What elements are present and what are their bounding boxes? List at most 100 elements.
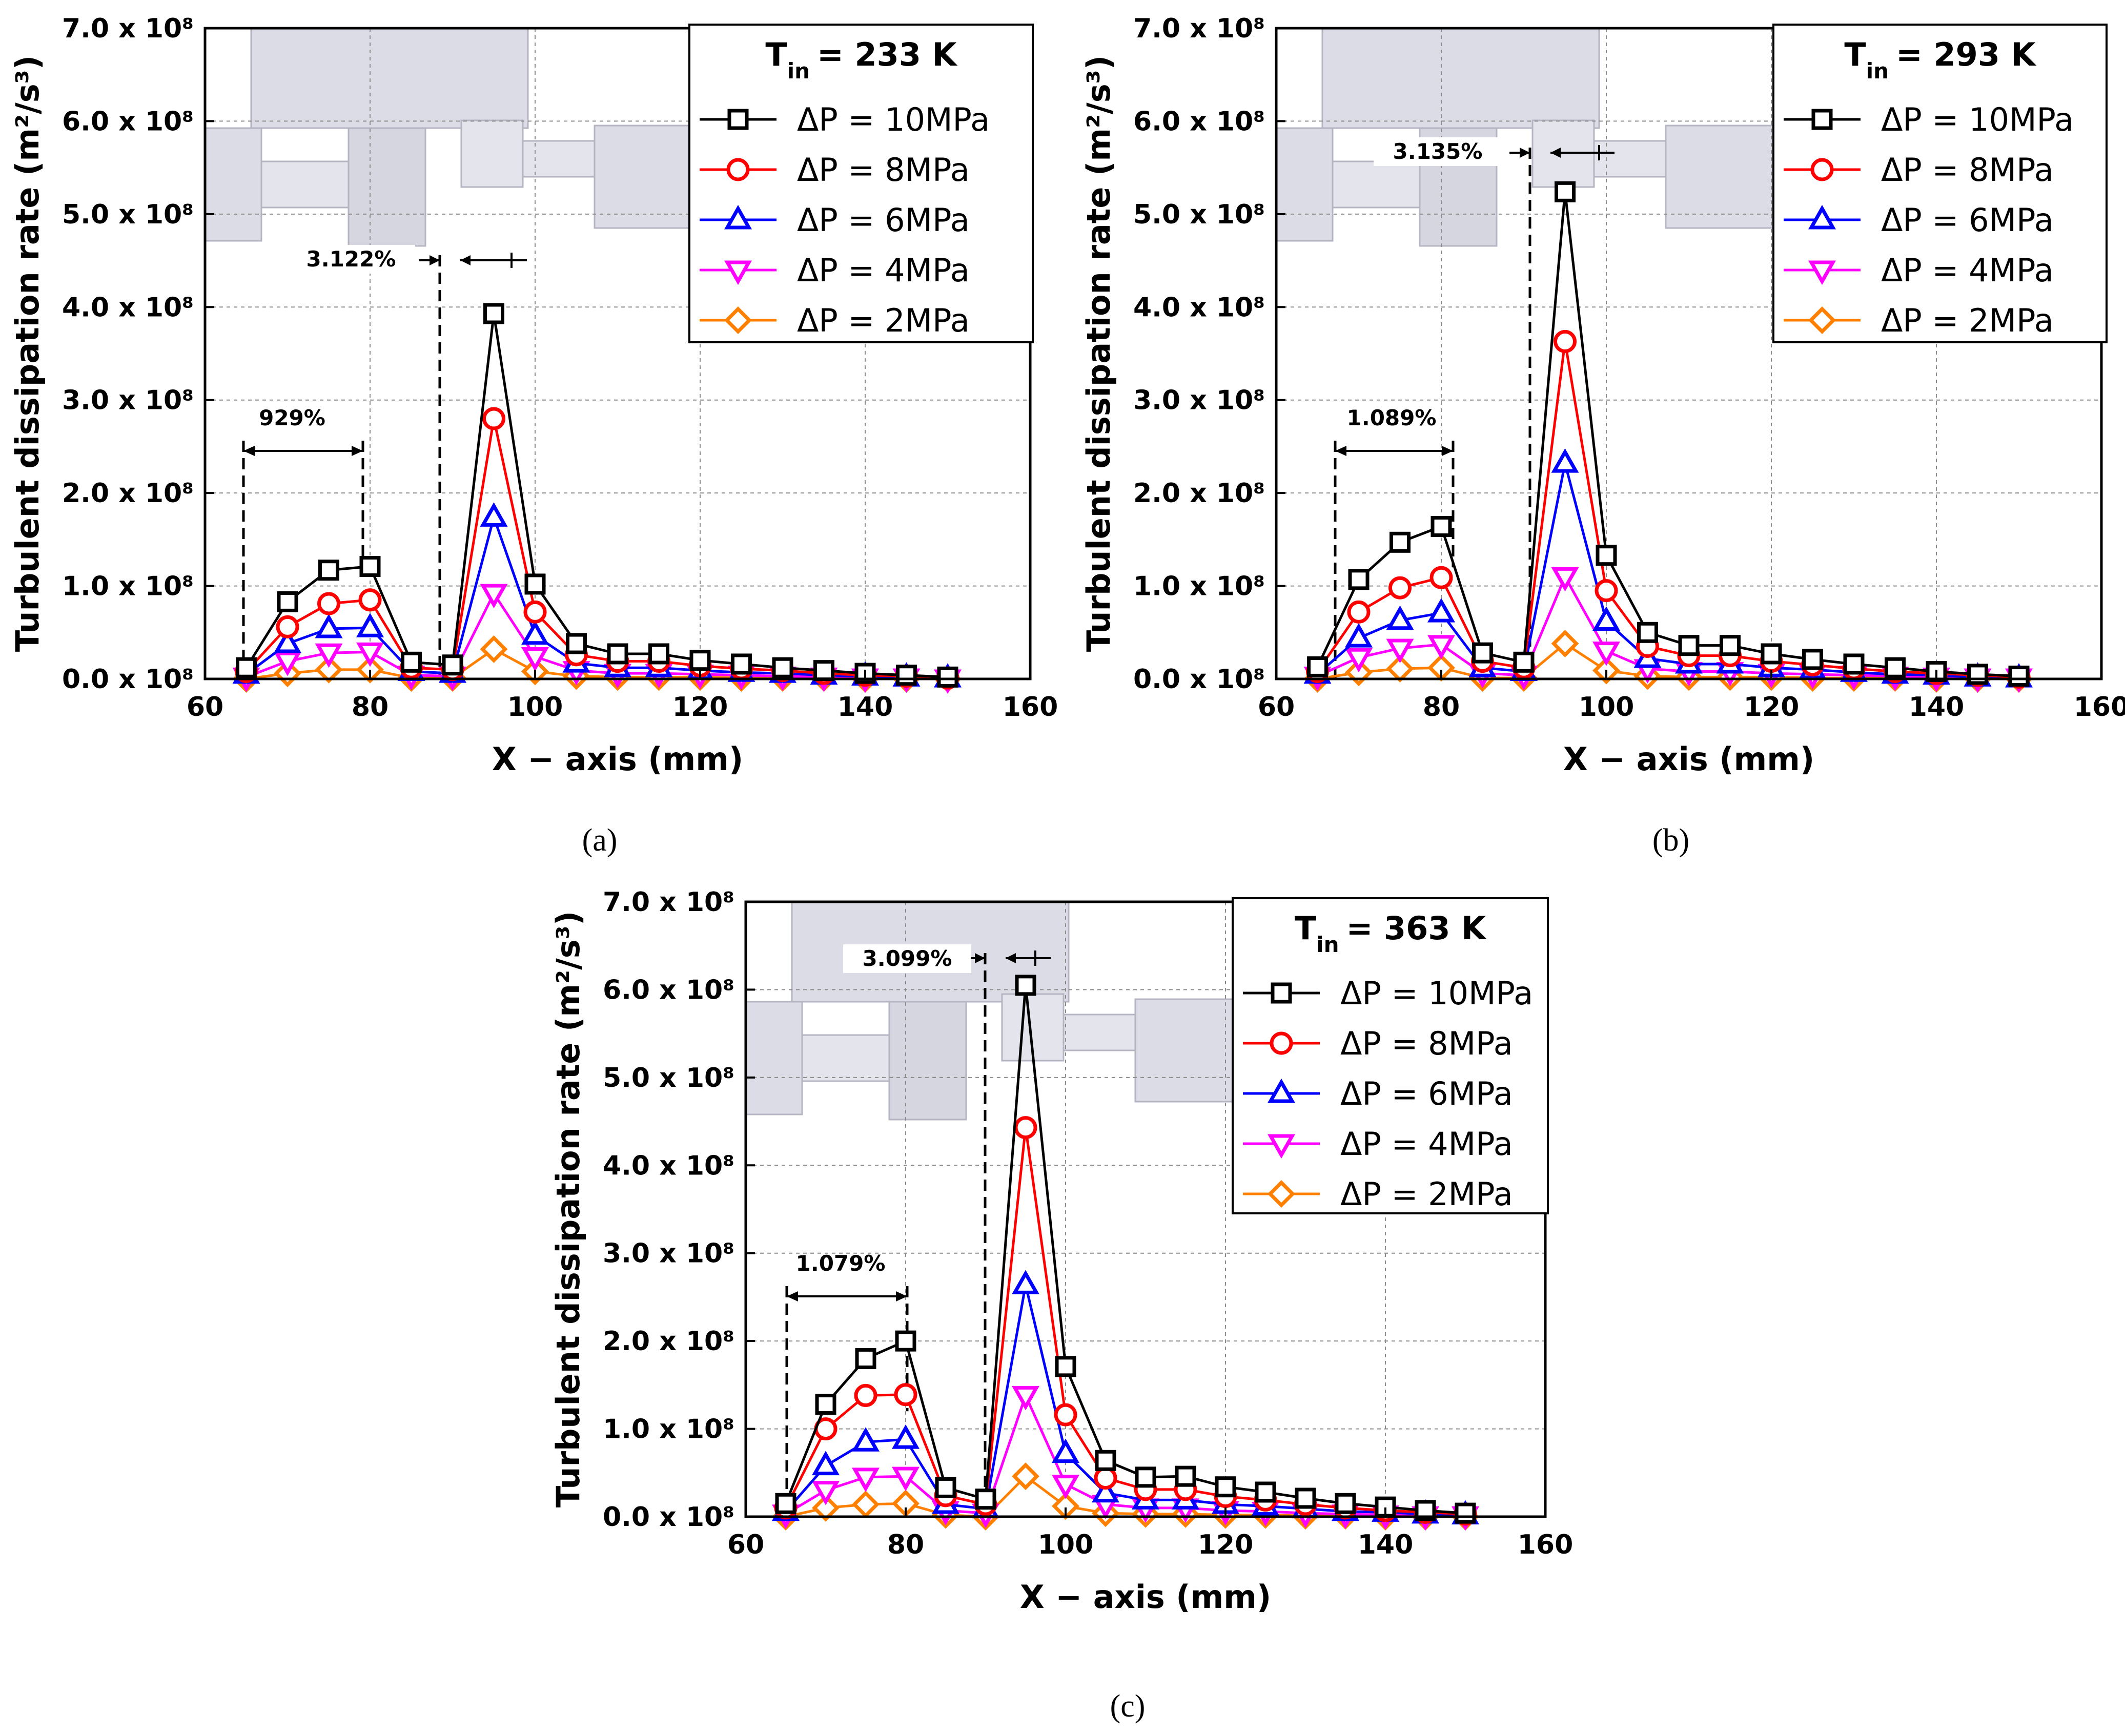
data-point: [607, 643, 628, 665]
annotation-label: 3.099%: [863, 946, 952, 971]
data-point: [1843, 653, 1865, 675]
annotation-label: 929%: [259, 405, 325, 430]
data-point: [1344, 648, 1373, 673]
data-point: [689, 650, 711, 671]
data-point: [315, 643, 343, 668]
data-point: [236, 657, 257, 678]
y-tick-label: 1.0 x 10⁸: [1133, 571, 1265, 602]
x-tick-label: 80: [1423, 692, 1460, 722]
data-point: [1348, 569, 1370, 590]
data-point: [1427, 598, 1456, 623]
geometry-image: [205, 28, 790, 247]
panel-caption: (a): [582, 823, 618, 858]
legend-label: ΔP = 2MPa: [1881, 302, 2054, 339]
panel-caption: (c): [1110, 1689, 1146, 1724]
data-point: [1091, 1478, 1120, 1503]
data-point: [358, 588, 382, 612]
data-point: [277, 591, 298, 612]
y-tick-label: 7.0 x 10⁸: [603, 887, 734, 918]
arrowhead: [1550, 148, 1561, 158]
cad-nozzle: [348, 127, 426, 247]
annotations: 1.079% 3.099%: [785, 944, 1051, 1517]
legend: Tin = 293 K ΔP = 10MPa ΔP = 8MPa ΔP = 6MPa ΔP…: [1772, 24, 2108, 343]
annotation-label: 1.079%: [796, 1251, 886, 1276]
legend-marker: [1808, 306, 1836, 334]
arrowhead: [896, 1291, 907, 1301]
y-axis-label: Turbulent dissipation rate (m²/s³): [549, 911, 587, 1507]
data-point: [1055, 1356, 1076, 1377]
legend-label: ΔP = 2MPa: [1340, 1175, 1513, 1213]
legend-marker: [1808, 260, 1836, 285]
series-line: [785, 1284, 1466, 1517]
legend-label: ΔP = 6MPa: [1340, 1075, 1513, 1112]
data-point: [1455, 1502, 1476, 1524]
data-point: [1051, 1475, 1080, 1499]
series-3: [771, 1270, 1480, 1525]
data-point: [1012, 1462, 1039, 1491]
data-point: [1051, 1438, 1080, 1463]
x-tick-label: 100: [1038, 1530, 1094, 1560]
arrowhead: [1335, 446, 1346, 456]
legend-title: Tin = 233 K: [765, 36, 957, 84]
data-point: [356, 642, 384, 667]
x-tick-label: 160: [1003, 692, 1058, 722]
data-point: [1054, 1403, 1077, 1427]
series-2: [1306, 329, 2031, 689]
data-point: [401, 651, 422, 673]
data-point: [891, 1466, 920, 1492]
data-point: [1551, 567, 1579, 592]
arrowhead: [460, 255, 471, 265]
y-tick-label: 3.0 x 10⁸: [603, 1238, 734, 1269]
x-tick-label: 120: [1744, 692, 1800, 722]
arrowhead: [787, 1291, 798, 1301]
data-point: [1094, 1466, 1117, 1490]
y-tick-label: 1.0 x 10⁸: [62, 571, 194, 602]
x-tick-label: 140: [1909, 692, 1965, 722]
data-point: [851, 1427, 880, 1452]
series-line: [245, 313, 948, 678]
data-point: [276, 615, 299, 638]
y-tick-label: 4.0 x 10⁸: [603, 1150, 734, 1181]
x-tick-label: 160: [2074, 692, 2125, 722]
data-point: [1344, 623, 1373, 648]
y-axis-label: Turbulent dissipation rate (m²/s³): [1080, 55, 1117, 652]
data-point: [1014, 1116, 1037, 1140]
y-tick-label: 0.0 x 10⁸: [1133, 664, 1265, 695]
legend-marker: [1267, 1078, 1296, 1103]
data-point: [2008, 666, 2030, 687]
data-point: [772, 657, 793, 678]
y-tick-label: 5.0 x 10⁸: [1133, 199, 1265, 230]
plot-frame: [203, 27, 1032, 680]
data-point: [1011, 1270, 1040, 1294]
data-point: [315, 613, 343, 638]
data-point: [1678, 635, 1700, 656]
data-point: [1015, 975, 1036, 996]
cad-outlet-stub: [460, 119, 524, 188]
data-point: [1347, 600, 1371, 624]
legend-label: ΔP = 10MPa: [1340, 975, 1533, 1012]
data-point: [524, 573, 546, 595]
legend-label: ΔP = 4MPa: [1881, 252, 2054, 289]
legend-label: ΔP = 8MPa: [1881, 151, 2054, 189]
y-tick-label: 5.0 x 10⁸: [62, 199, 194, 230]
legend-marker: [724, 306, 752, 334]
legend-marker: [726, 158, 750, 181]
axes: 60 80 100 120 140 160 0.0 x 10⁸ 1.0 x 10⁸ 2.0 x …: [9, 13, 1058, 778]
annotation-label: 3.135%: [1393, 139, 1483, 164]
series-1: [236, 303, 958, 688]
series-1: [1307, 181, 2030, 687]
series-line: [246, 512, 948, 679]
x-tick-label: 120: [672, 692, 728, 722]
data-point: [1554, 329, 1577, 353]
y-tick-label: 2.0 x 10⁸: [603, 1326, 734, 1357]
data-point: [1637, 622, 1658, 643]
x-tick-label: 100: [1579, 692, 1634, 722]
chart-panel-a: 929% 3.122% 60 80 100 120 140 160 0.0 x 10⁸ 1.0 x…: [9, 13, 1058, 858]
data-point: [1472, 642, 1493, 664]
legend-marker: [724, 204, 752, 230]
data-point: [648, 643, 669, 665]
data-point: [1390, 531, 1411, 553]
legend-marker: [1810, 158, 1834, 181]
cad-body-top: [250, 28, 529, 129]
